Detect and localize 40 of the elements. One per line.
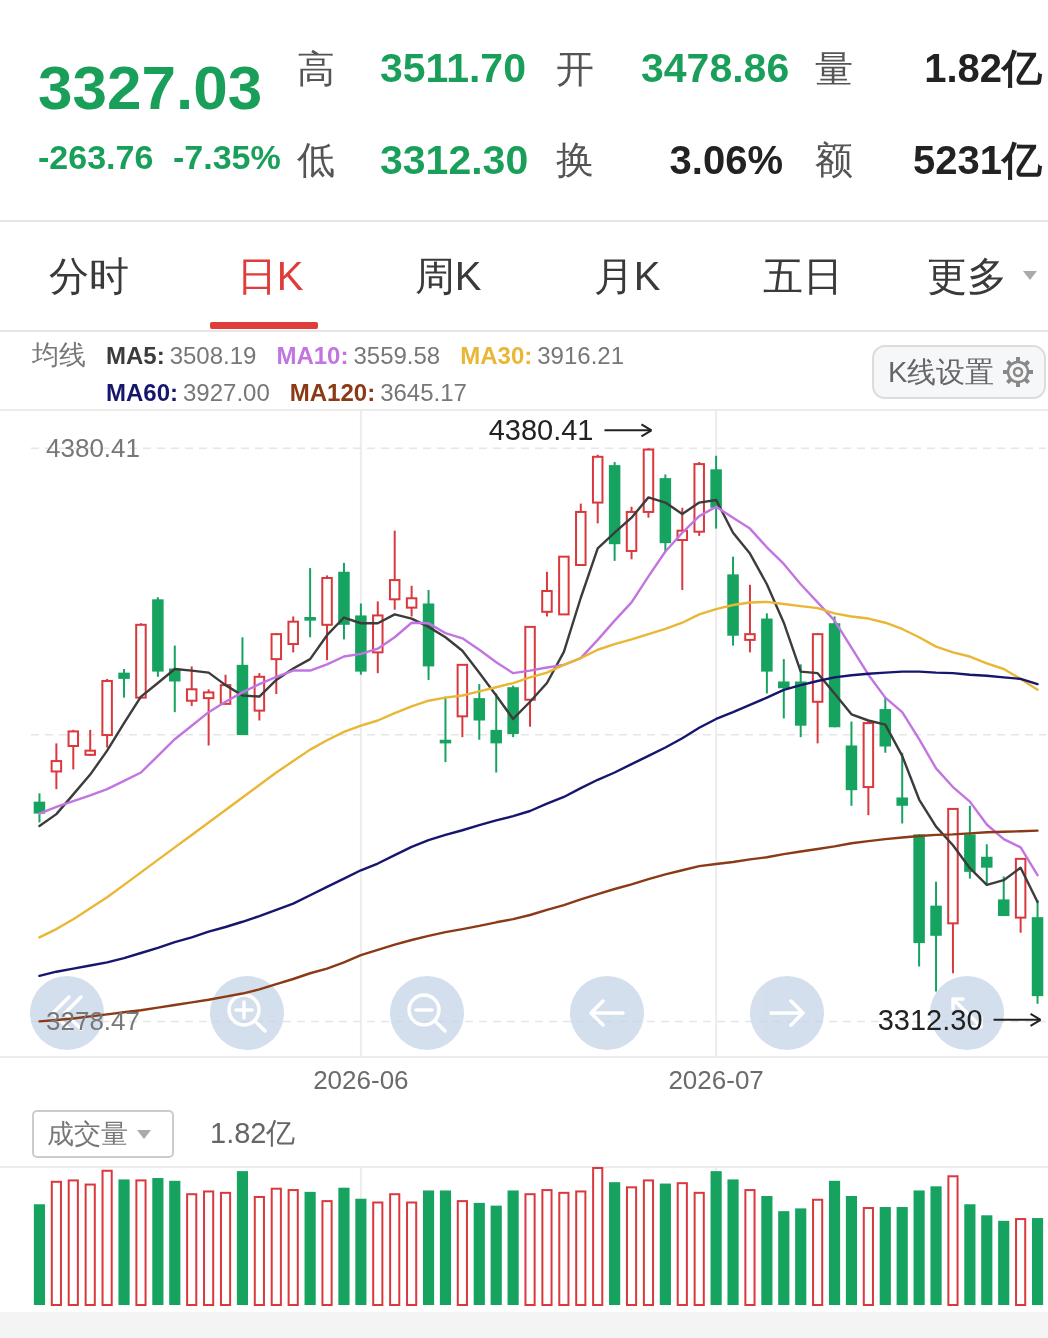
text: 月K <box>593 254 661 298</box>
text: -7.35% <box>173 138 281 176</box>
text: K线设置 <box>888 356 995 388</box>
x-tick-label: 2026-06 <box>313 1065 409 1095</box>
text: 低 <box>297 139 335 181</box>
text: MA60: <box>106 378 179 406</box>
annotation: 4380.41 <box>488 414 594 447</box>
text: 3508.19 <box>169 341 257 369</box>
text: MA30: <box>460 341 533 369</box>
title: 成交量 <box>47 1119 128 1149</box>
text: 周K <box>414 254 482 298</box>
text: 更多 <box>927 254 1007 298</box>
annotation: 3312.30 <box>877 1003 983 1036</box>
text: 额 <box>815 139 853 181</box>
y-tick-label: 3278.47 <box>46 1006 140 1037</box>
text: MA5: <box>106 341 165 369</box>
text: 1.82亿 <box>210 1117 296 1149</box>
text: 量 <box>815 48 853 90</box>
text: 3.06% <box>669 138 783 182</box>
text: 高 <box>297 48 335 90</box>
text: 开 <box>556 48 594 90</box>
text: 3927.00 <box>183 378 270 406</box>
text: MA120: <box>289 378 376 406</box>
text: 日K <box>236 254 304 298</box>
text: MA10: <box>276 341 349 369</box>
legend-title: 均线 <box>31 340 86 370</box>
text: 分时 <box>49 254 129 298</box>
x-tick-label: 2026-07 <box>668 1065 764 1095</box>
text: 1.82亿 <box>924 46 1043 90</box>
text: 3511.70 <box>380 45 526 91</box>
text: 5231亿 <box>913 138 1043 182</box>
text: -263.76 <box>38 138 154 176</box>
text: 3312.30 <box>380 137 529 183</box>
text: 3559.58 <box>353 341 441 369</box>
text: 3478.86 <box>641 45 790 91</box>
text: 3916.21 <box>537 341 624 369</box>
text: 3327.03 <box>38 52 263 122</box>
text: 换 <box>556 139 594 181</box>
text: 五日 <box>763 254 843 298</box>
text: 3645.17 <box>380 378 467 406</box>
